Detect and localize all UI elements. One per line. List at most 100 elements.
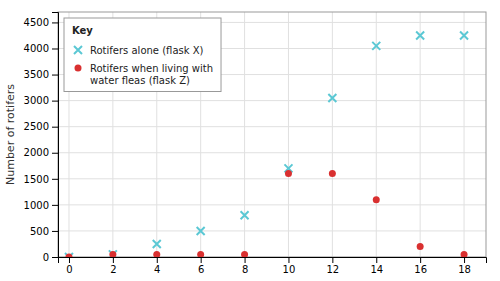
tick: 2 — [110, 257, 116, 275]
tick-label: 2000 — [24, 147, 49, 158]
tick-mark — [52, 101, 58, 102]
tick-mark — [52, 179, 58, 180]
point-group — [109, 250, 117, 257]
point-group — [417, 243, 424, 250]
legend-title: Key — [72, 25, 93, 36]
legend-entry: Rotifers alone (flask X) — [74, 45, 204, 56]
tick: 4500 — [24, 17, 58, 28]
tick: 0 — [66, 257, 72, 275]
tick: 2000 — [24, 147, 58, 158]
point-group — [329, 170, 336, 177]
point-group — [109, 251, 116, 257]
grid-line — [58, 100, 486, 101]
point-group — [65, 253, 73, 257]
point — [241, 211, 249, 219]
axis-line — [59, 258, 487, 264]
point-group — [65, 254, 72, 258]
point — [109, 251, 116, 257]
legend: Key Rotifers alone (flask X) Rotifers when… — [64, 18, 221, 92]
tick-mark — [464, 257, 465, 263]
legend-marker-group — [75, 65, 82, 72]
point — [153, 251, 160, 257]
tick: 8 — [242, 257, 248, 275]
point-group — [241, 251, 248, 257]
point — [329, 170, 336, 177]
tick-label: 18 — [458, 264, 471, 275]
tick-label: 2500 — [24, 121, 49, 132]
tick: 3500 — [24, 69, 58, 80]
grid-line — [58, 204, 486, 205]
tick-mark — [52, 231, 58, 232]
point — [285, 170, 292, 177]
point-group — [328, 94, 336, 102]
tick-label: 3000 — [24, 95, 49, 106]
legend-marker — [74, 46, 82, 54]
legend-entry: Rotifers when living withwater fleas (fl… — [75, 63, 214, 86]
tick-mark — [376, 257, 377, 263]
tick: 4000 — [24, 43, 58, 54]
tick: 14 — [370, 257, 383, 275]
tick: 3000 — [24, 95, 58, 106]
y-axis: 0 500 1000 1500 2000 2500 3000 3500 4000 4500 — [24, 13, 59, 263]
tick-mark — [420, 257, 421, 263]
point — [65, 253, 73, 257]
x-axis: 0 2 4 6 8 10 12 14 16 18 — [59, 257, 487, 275]
series — [65, 170, 467, 257]
tick-label: 8 — [242, 264, 248, 275]
tick-label: 10 — [283, 264, 296, 275]
point — [416, 31, 424, 39]
point — [197, 227, 205, 235]
tick-mark — [69, 257, 70, 263]
tick-label: 2 — [110, 264, 116, 275]
tick: 18 — [458, 257, 471, 275]
point — [461, 251, 468, 257]
tick-label: 1000 — [24, 200, 49, 211]
legend-marker — [75, 65, 82, 72]
point — [372, 42, 380, 50]
tick: 0 — [43, 252, 58, 263]
plot: 0 2 4 6 8 10 12 14 16 18 0 500 1000 1500 2000 2500 3000 3… — [24, 12, 487, 275]
tick: 12 — [326, 257, 339, 275]
series — [65, 31, 468, 257]
legend-frame — [64, 18, 221, 92]
point — [241, 251, 248, 257]
tick-mark — [52, 48, 58, 49]
point — [373, 196, 380, 203]
tick-label: 4500 — [24, 17, 49, 28]
tick: 10 — [283, 257, 296, 275]
point — [109, 250, 117, 257]
point-group — [197, 227, 205, 235]
grid-line — [58, 230, 486, 231]
tick-mark — [52, 127, 58, 128]
tick: 1500 — [24, 174, 58, 185]
axis-line — [52, 13, 59, 258]
tick-mark — [52, 257, 58, 258]
point — [328, 94, 336, 102]
grid-line — [58, 152, 486, 153]
tick-label: 3500 — [24, 69, 49, 80]
point-group — [241, 211, 249, 219]
point-group — [153, 240, 161, 248]
tick-mark — [52, 22, 58, 23]
legend-label: Rotifers alone (flask X) — [90, 45, 204, 56]
tick: 500 — [30, 226, 58, 237]
grid-line — [58, 178, 486, 179]
tick-label: 500 — [30, 226, 49, 237]
legend-marker-group — [74, 46, 82, 54]
point-group — [153, 251, 160, 257]
point — [65, 254, 72, 258]
tick-label: 16 — [414, 264, 427, 275]
point — [197, 251, 204, 257]
point-group — [197, 251, 204, 257]
tick-label: 4000 — [24, 43, 49, 54]
tick-label: 6 — [198, 264, 204, 275]
tick: 4 — [154, 257, 160, 275]
tick: 6 — [198, 257, 204, 275]
point-group — [285, 170, 292, 177]
tick-mark — [52, 205, 58, 206]
point — [417, 243, 424, 250]
tick-mark — [113, 257, 114, 263]
tick-label: 14 — [370, 264, 383, 275]
chart: 0 2 4 6 8 10 12 14 16 18 0 500 1000 1500 2000 2500 3000 3… — [0, 0, 500, 281]
y-axis-label: Number of rotifers — [4, 84, 17, 185]
